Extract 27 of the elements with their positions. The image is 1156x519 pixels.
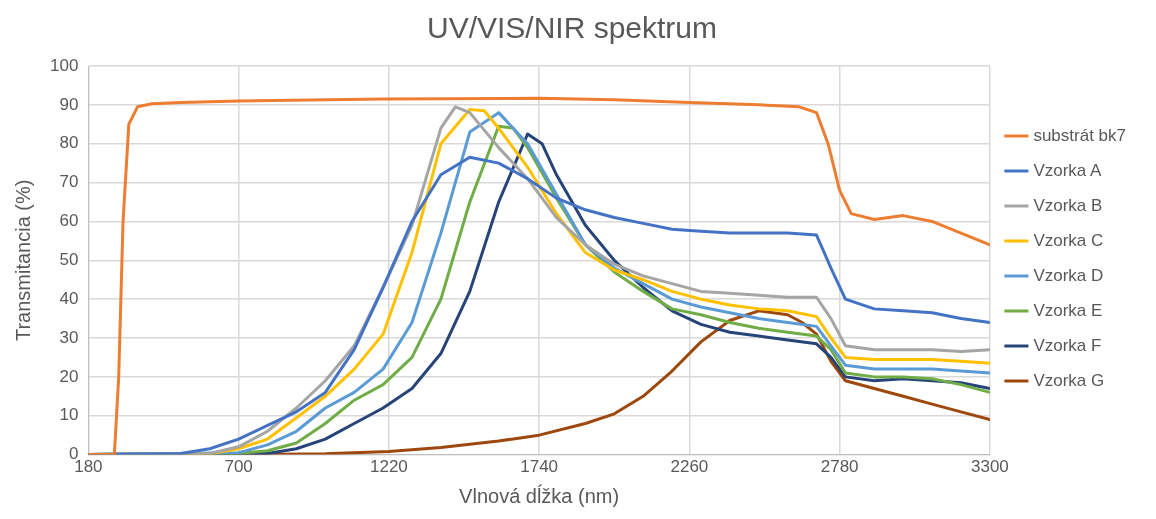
- x-tick-label: 1740: [520, 457, 559, 477]
- legend-label: substrát bk7: [1033, 125, 1127, 145]
- legend-label: Vzorka E: [1033, 300, 1103, 320]
- legend-label: Vzorka F: [1033, 335, 1102, 355]
- x-tick-label: 3300: [970, 457, 1009, 477]
- y-tick-label: 90: [59, 94, 79, 114]
- legend-label: Vzorka G: [1033, 370, 1105, 390]
- y-tick-label: 50: [59, 249, 79, 269]
- y-tick-label: 70: [59, 172, 79, 192]
- legend-label: Vzorka A: [1033, 160, 1103, 180]
- x-tick-label: 2780: [820, 457, 859, 477]
- y-tick-label: 40: [59, 288, 79, 308]
- legend-label: Vzorka B: [1033, 195, 1103, 215]
- x-tick-label: 700: [224, 457, 253, 477]
- x-tick-label: 1220: [369, 457, 408, 477]
- y-tick-label: 100: [49, 55, 79, 75]
- y-tick-label: 20: [59, 366, 79, 386]
- x-axis-title: Vlnová dĺžka (nm): [459, 483, 620, 507]
- legend-label: Vzorka C: [1033, 230, 1104, 250]
- y-tick-label: 60: [59, 211, 79, 231]
- x-tick-label: 2260: [670, 457, 709, 477]
- y-tick-label: 80: [59, 133, 79, 153]
- y-axis-title: Transmitancia (%): [11, 179, 34, 342]
- y-tick-label: 30: [59, 327, 79, 347]
- y-tick-label: 10: [59, 405, 79, 425]
- chart-title: UV/VIS/NIR spektrum: [426, 11, 718, 45]
- legend-label: Vzorka D: [1033, 265, 1104, 285]
